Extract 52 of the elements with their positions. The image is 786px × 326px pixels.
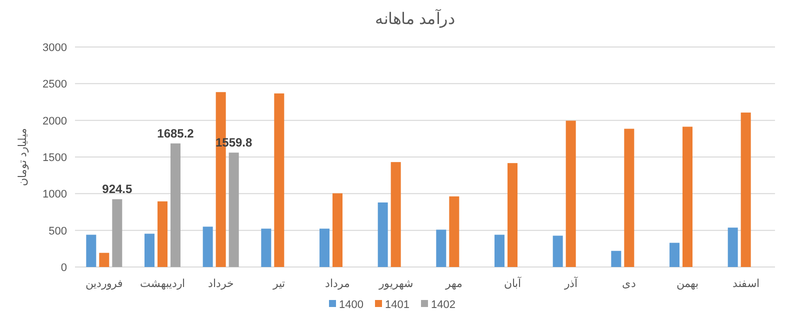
bar bbox=[508, 163, 518, 267]
bar bbox=[378, 202, 388, 267]
bar bbox=[670, 242, 680, 267]
bar bbox=[112, 199, 122, 267]
x-tick-label: آذر bbox=[563, 277, 578, 290]
x-tick-label: آبان bbox=[504, 277, 522, 290]
bar bbox=[99, 252, 110, 267]
x-tick-label: مرداد bbox=[325, 278, 350, 290]
bar bbox=[332, 193, 342, 267]
legend-label: 1400 bbox=[339, 299, 364, 311]
x-tick-label: اسفند bbox=[732, 278, 760, 290]
bar bbox=[261, 228, 272, 267]
bar bbox=[611, 250, 622, 267]
bar bbox=[144, 234, 154, 267]
x-tick-label: دی bbox=[622, 278, 636, 290]
bar bbox=[728, 228, 738, 267]
y-tick-label: 2500 bbox=[42, 78, 67, 91]
y-axis-title: میلیارد تومان bbox=[17, 128, 29, 186]
bar bbox=[390, 162, 401, 267]
bar bbox=[494, 234, 504, 267]
bar bbox=[320, 228, 330, 267]
chart-title: درآمد ماهانه bbox=[374, 8, 456, 28]
bar bbox=[552, 236, 563, 267]
y-tick-label: 0 bbox=[60, 262, 67, 274]
data-label: 924.5 bbox=[102, 182, 133, 196]
bar bbox=[158, 201, 168, 267]
bar bbox=[566, 120, 576, 267]
bar bbox=[170, 143, 180, 267]
bar bbox=[86, 234, 96, 267]
x-tick-label: مهر bbox=[444, 278, 463, 290]
x-tick-label: بهمن bbox=[676, 278, 698, 290]
y-tick-label: 3000 bbox=[42, 42, 67, 54]
x-tick-label: اردیبهشت bbox=[140, 278, 185, 290]
bar bbox=[682, 126, 692, 267]
data-label: 1685.2 bbox=[157, 126, 194, 140]
y-tick-label: 1000 bbox=[42, 188, 67, 201]
x-tick-label: تیر bbox=[272, 278, 286, 290]
y-tick-label: 500 bbox=[48, 225, 67, 238]
x-tick-label: شهریور bbox=[378, 278, 413, 290]
y-tick-label: 2000 bbox=[42, 115, 67, 128]
bar bbox=[449, 196, 460, 267]
bar bbox=[436, 230, 446, 267]
bar bbox=[274, 93, 284, 267]
legend-label: 1401 bbox=[385, 299, 410, 311]
bar bbox=[202, 226, 213, 267]
bar bbox=[228, 152, 239, 267]
x-tick-label: خرداد bbox=[208, 278, 234, 290]
legend-label: 1402 bbox=[431, 299, 456, 311]
x-tick-label: فروردین bbox=[86, 278, 123, 290]
bar bbox=[624, 128, 634, 267]
bar bbox=[740, 112, 751, 267]
y-tick-label: 1500 bbox=[42, 152, 67, 164]
